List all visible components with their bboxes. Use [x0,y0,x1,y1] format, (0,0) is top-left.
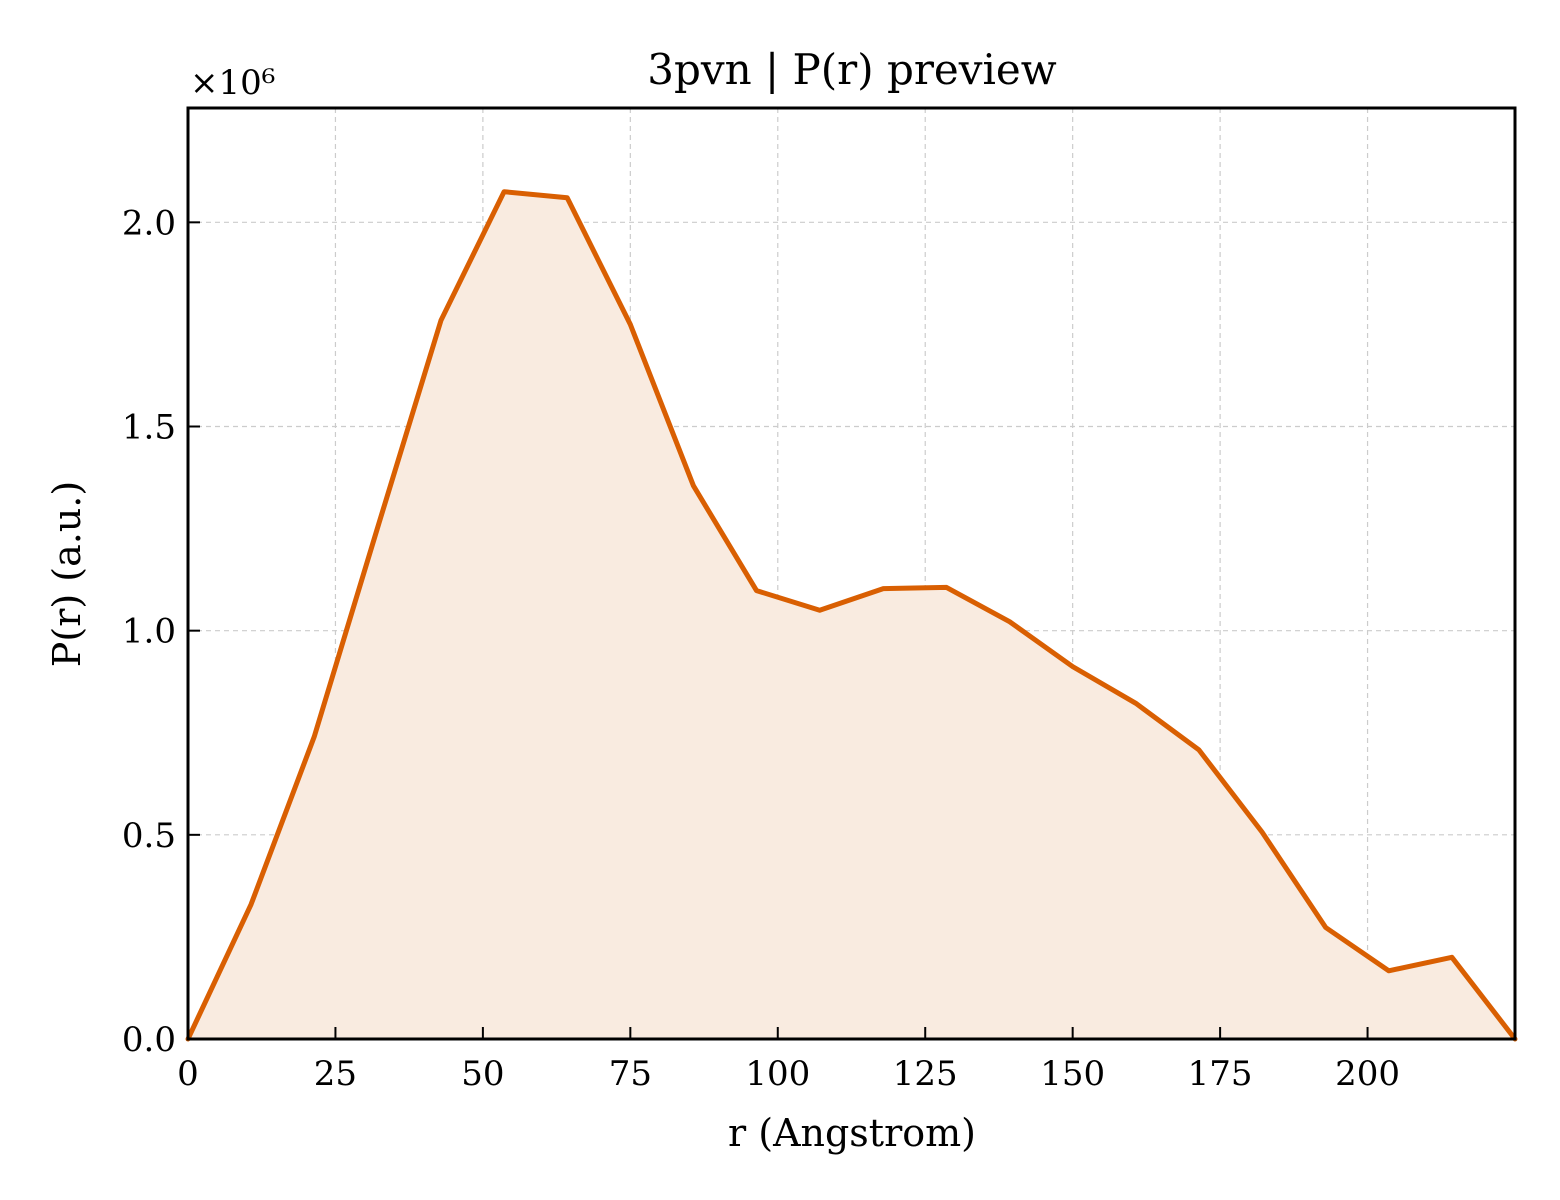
y-tick-label: 0.5 [122,816,176,856]
x-tick-label: 175 [1188,1054,1253,1094]
x-tick-label: 125 [893,1054,958,1094]
x-axis-title: r (Angstrom) [728,1111,976,1155]
y-axis-title: P(r) (a.u.) [45,481,89,667]
x-tick-label: 150 [1040,1054,1105,1094]
y-multiplier-label: ×10⁶ [190,63,275,103]
y-tick-label: 2.0 [122,203,176,243]
pr-area-fill [188,191,1515,1039]
pr-series-line [185,189,1518,1042]
y-tick-label: 1.0 [122,612,176,652]
x-tick-label: 100 [745,1054,810,1094]
x-tick-label: 25 [314,1054,357,1094]
y-tick-label: 1.5 [122,408,176,448]
x-tick-labels: 0 25 50 75 100 125 150 175 200 [177,1054,1400,1094]
x-tick-label: 200 [1335,1054,1400,1094]
y-tick-labels: 0.0 0.5 1.0 1.5 2.0 [122,203,176,1060]
x-tick-label: 0 [177,1054,199,1094]
y-tick-label: 0.0 [122,1020,176,1060]
x-tick-label: 75 [609,1054,652,1094]
plot-frame [186,106,1517,1041]
x-tick-label: 50 [461,1054,504,1094]
chart-title: 3pvn | P(r) preview [647,45,1057,94]
